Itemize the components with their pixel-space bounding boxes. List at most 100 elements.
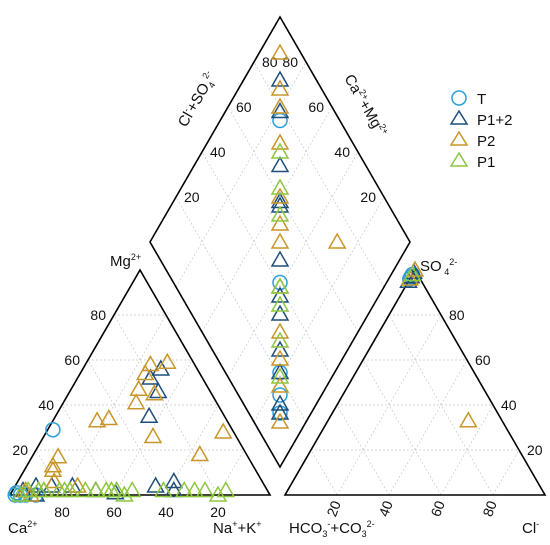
diamond-point-p2	[270, 97, 290, 114]
cation-point-p1-2	[141, 368, 160, 385]
cation-point-p2	[43, 456, 63, 473]
cation-point-p1	[174, 480, 194, 498]
diamond-point-p1-2	[270, 394, 290, 411]
cation-ca-tick: 20	[210, 504, 226, 520]
cation-point-p1	[18, 480, 38, 498]
legend-label-p2: P2	[477, 133, 495, 150]
diamond-camg-tick: 80	[262, 54, 278, 70]
cation-mg-tick: 40	[38, 397, 54, 413]
diamond-point-p2	[327, 232, 347, 249]
diamond-point-p2	[270, 133, 290, 150]
anion-grid-line	[388, 359, 468, 496]
diamond-point-t	[272, 112, 288, 129]
cation-point-p1	[208, 485, 228, 502]
diamond-grid-line	[253, 61, 385, 288]
anion-cl-tick: 20	[323, 498, 343, 518]
cation-point-t	[7, 487, 23, 503]
anion-grid-line	[310, 449, 338, 496]
diamond-grid-line	[201, 106, 333, 333]
diamond-clso4-tick: 40	[334, 144, 350, 160]
diamond-point-t	[272, 387, 288, 403]
diamond-clso4-tick: 60	[308, 99, 324, 115]
diamond-point-p1	[270, 295, 290, 312]
anion-cl-tick: 80	[479, 498, 499, 518]
cation-point-p2	[129, 379, 148, 396]
cation-grid-line	[61, 314, 167, 496]
cation-ca-tick: 40	[158, 504, 174, 520]
diamond-point-p2	[270, 79, 290, 96]
diamond-point-p1	[270, 367, 290, 384]
anion-so4-tick: 40	[501, 397, 517, 413]
anion-grid-line	[336, 314, 442, 496]
cation-point-p1	[11, 485, 30, 502]
diamond-point-p1-2	[270, 286, 290, 303]
cation-point-p1-2	[164, 480, 184, 498]
anion-so4-tick: 20	[527, 442, 543, 458]
legend-label-p1: P1	[477, 154, 495, 171]
legend-marker-p1-2	[449, 109, 469, 125]
diamond-point-p1	[270, 142, 290, 159]
anion-point-p1	[403, 264, 422, 282]
cation-point-p2	[141, 354, 160, 372]
legend-label-p1-2: P1+2	[477, 112, 512, 129]
cation-grid-line	[61, 404, 115, 496]
cation-point-p2	[190, 444, 210, 462]
diamond-grid-line	[175, 196, 307, 423]
grid-lines	[35, 61, 520, 496]
anion-grid-line	[336, 404, 390, 496]
cation-left-label: Ca2+	[8, 519, 37, 537]
diamond-point-p1-2	[270, 196, 290, 213]
diamond-point-p1-2	[270, 304, 290, 321]
diamond-camg-tick: 40	[210, 144, 226, 160]
legend-label-t: T	[477, 91, 486, 108]
cation-point-t	[45, 422, 61, 438]
diamond-grid-line	[227, 106, 359, 333]
cation-point-p2	[48, 447, 68, 464]
diamond-point-p1-2	[270, 101, 290, 119]
cation-point-p1	[50, 480, 69, 498]
cation-point-p2	[99, 408, 119, 426]
cation-point-p2	[87, 411, 107, 428]
cation-grid-line	[113, 314, 219, 496]
diamond-point-p2	[270, 214, 290, 231]
diamond-point-p2	[270, 187, 290, 204]
anion-grid-line	[388, 314, 494, 496]
legend: T P1+2 P2 P1	[449, 90, 512, 171]
cation-point-p2	[145, 384, 164, 401]
diamond-point-p1-2	[270, 403, 290, 420]
cation-mg-tick: 60	[64, 352, 80, 368]
diamond-camg-tick: 20	[184, 189, 200, 205]
cation-point-p2	[158, 352, 177, 369]
anion-cl-tick: 40	[375, 498, 395, 518]
central-diamond	[149, 15, 411, 469]
anion-grid-line	[492, 449, 520, 496]
anion-grid-line	[362, 359, 442, 496]
diamond-right-label: Ca2++Mg2+	[341, 71, 391, 140]
diamond-point-p2	[270, 322, 290, 339]
cation-point-p1	[154, 480, 173, 498]
tick-labels: 2020202020204040404040406060606060608080…	[12, 54, 542, 520]
diamond-camg-tick: 60	[236, 99, 252, 115]
diamond-point-p2	[270, 349, 290, 366]
cation-point-p1	[96, 480, 116, 498]
diamond-grid-line	[253, 196, 385, 423]
anion-so4-tick: 60	[475, 352, 491, 368]
cation-right-label: Na++K+	[213, 519, 261, 537]
cation-mg-tick: 80	[90, 307, 106, 323]
diamond-left-label: Cl-+SO42-	[174, 68, 222, 131]
legend-marker-t	[451, 90, 467, 106]
diamond-point-p2	[270, 376, 290, 393]
cation-point-p1-2	[164, 471, 184, 489]
diamond-point-p1	[270, 277, 290, 294]
anion-cl-tick: 60	[427, 498, 447, 518]
diamond-point-p1-2	[270, 70, 290, 87]
cation-point-p1	[195, 480, 215, 498]
anion-grid-line	[440, 404, 494, 496]
cation-ca-tick: 60	[106, 504, 122, 520]
cation-top-label: Mg2+	[110, 252, 141, 270]
diamond-point-p1-2	[270, 155, 290, 173]
diamond-point-p1	[270, 205, 290, 222]
diamond-point-p2	[270, 412, 290, 429]
cation-grid-line	[87, 359, 167, 496]
